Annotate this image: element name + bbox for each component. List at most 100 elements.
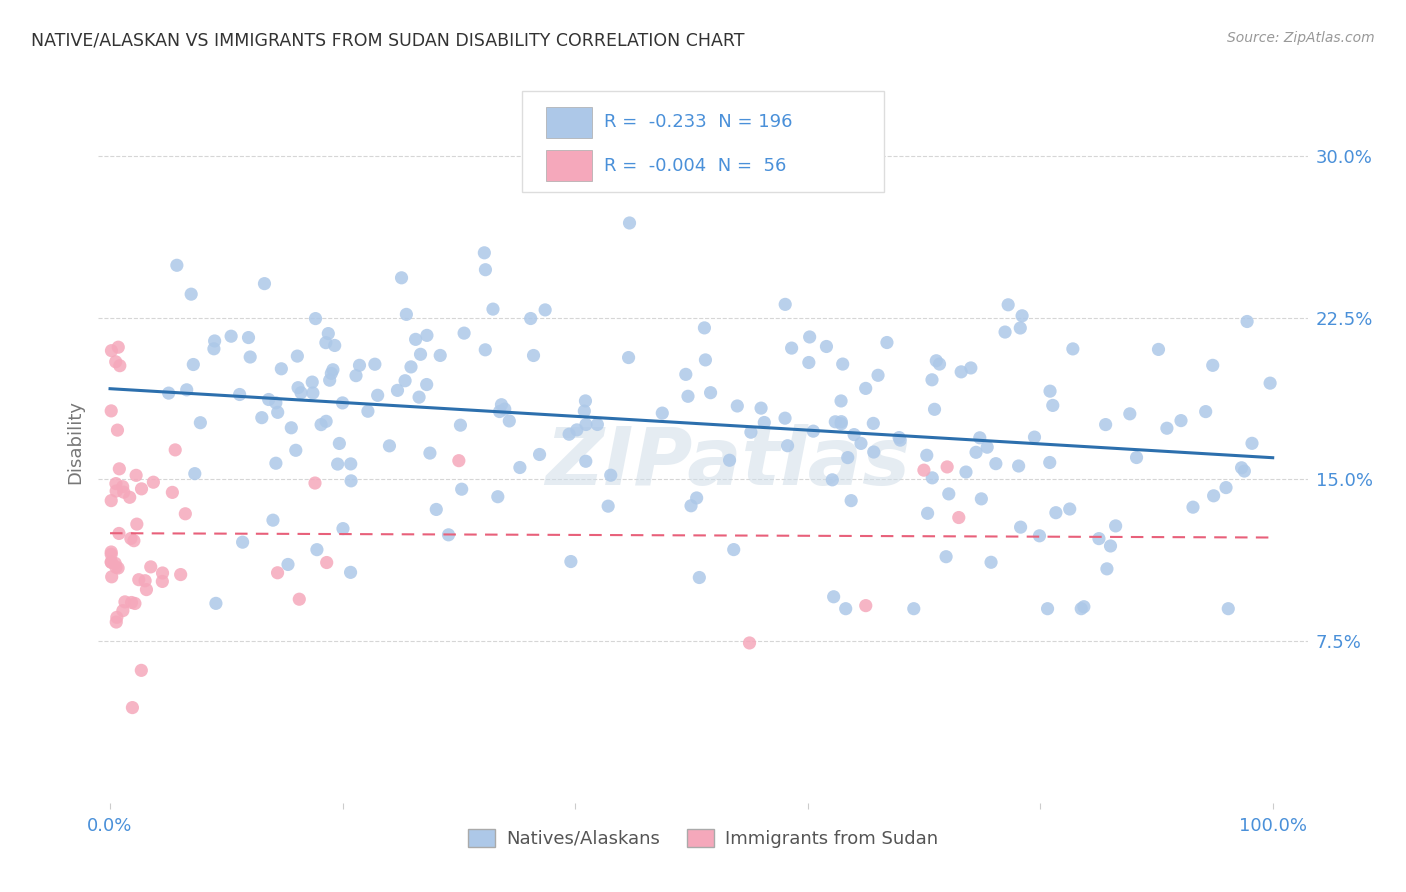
Point <box>349 359 371 373</box>
Point <box>1156 421 1178 435</box>
Point <box>965 445 987 459</box>
Point <box>453 326 475 340</box>
Point <box>1028 529 1050 543</box>
Point <box>955 465 977 479</box>
Point <box>1258 376 1281 391</box>
Point <box>180 287 202 301</box>
Point <box>801 424 824 438</box>
Point <box>529 448 551 462</box>
Point <box>970 491 993 506</box>
Point <box>997 298 1019 312</box>
Point <box>415 377 437 392</box>
Point <box>128 573 150 587</box>
Point <box>124 597 146 611</box>
Point <box>270 361 292 376</box>
Point <box>482 302 505 317</box>
Point <box>1024 430 1046 444</box>
Point <box>112 485 135 500</box>
Point <box>491 398 513 412</box>
Point <box>574 393 596 408</box>
Point <box>928 357 950 371</box>
Point <box>1119 407 1142 421</box>
Point <box>866 368 889 383</box>
Point <box>959 360 981 375</box>
Point <box>1218 601 1240 615</box>
Point <box>862 417 884 431</box>
Point <box>1070 601 1092 615</box>
Point <box>718 453 741 467</box>
Point <box>821 473 844 487</box>
Point <box>776 439 799 453</box>
Text: NATIVE/ALASKAN VS IMMIGRANTS FROM SUDAN DISABILITY CORRELATION CHART: NATIVE/ALASKAN VS IMMIGRANTS FROM SUDAN … <box>31 31 744 49</box>
Point <box>204 334 226 348</box>
Point <box>938 487 960 501</box>
Point <box>994 325 1017 339</box>
Point <box>280 421 302 435</box>
Point <box>976 440 998 454</box>
Point <box>1045 506 1067 520</box>
Point <box>1095 562 1118 576</box>
Point <box>100 493 122 508</box>
Point <box>522 349 544 363</box>
Point <box>309 417 332 432</box>
Point <box>105 610 128 624</box>
Point <box>100 570 122 584</box>
Point <box>1010 321 1032 335</box>
Point <box>565 423 588 437</box>
Point <box>1240 436 1263 450</box>
Point <box>598 499 620 513</box>
Point <box>1042 399 1064 413</box>
Point <box>1039 456 1062 470</box>
Point <box>560 555 582 569</box>
Point <box>122 533 145 548</box>
Point <box>1011 309 1033 323</box>
Point <box>1215 481 1237 495</box>
Point <box>1099 539 1122 553</box>
Point <box>1062 342 1084 356</box>
Point <box>100 547 122 561</box>
Point <box>519 311 541 326</box>
Point <box>315 335 337 350</box>
Point <box>474 262 496 277</box>
Point <box>162 485 184 500</box>
Point <box>855 381 877 395</box>
Point <box>174 507 197 521</box>
Point <box>688 570 710 584</box>
Point <box>534 302 557 317</box>
Point <box>695 352 717 367</box>
Point <box>332 396 354 410</box>
Point <box>131 482 153 496</box>
Point <box>509 460 531 475</box>
Point <box>266 566 288 580</box>
Point <box>575 454 598 468</box>
Point <box>425 502 447 516</box>
Point <box>100 404 122 418</box>
Point <box>315 556 337 570</box>
Point <box>157 386 180 401</box>
Point <box>190 416 212 430</box>
Point <box>202 342 225 356</box>
Point <box>114 595 136 609</box>
Point <box>405 332 427 346</box>
Point <box>318 373 340 387</box>
Point <box>773 411 796 425</box>
Point <box>105 483 128 498</box>
Point <box>267 405 290 419</box>
Point <box>107 423 129 437</box>
Point <box>391 270 413 285</box>
Point <box>152 566 174 580</box>
Point <box>830 394 852 409</box>
Point <box>176 383 198 397</box>
Point <box>925 353 948 368</box>
Point <box>935 549 957 564</box>
Point <box>262 513 284 527</box>
Point <box>104 476 127 491</box>
Point <box>120 532 142 546</box>
Point <box>1181 500 1204 515</box>
Point <box>855 599 877 613</box>
Point <box>486 490 509 504</box>
Point <box>409 347 432 361</box>
Point <box>1088 532 1111 546</box>
Point <box>104 560 127 574</box>
Text: R =  -0.004  N =  56: R = -0.004 N = 56 <box>603 156 786 175</box>
